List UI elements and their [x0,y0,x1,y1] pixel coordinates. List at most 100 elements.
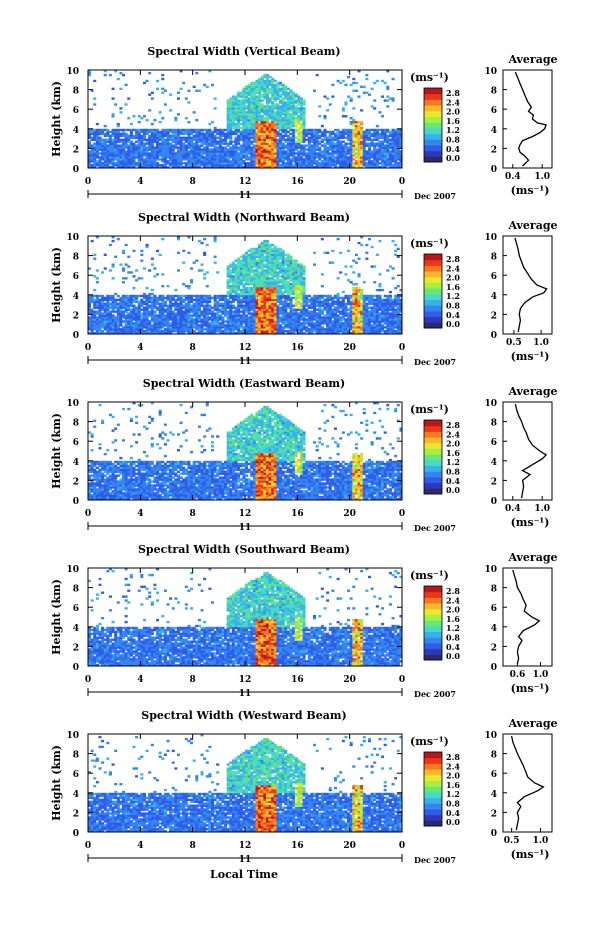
colorbar: 2.82.42.01.61.20.80.40.0 [423,751,460,827]
colorbar-tick-label: 0.4 [446,310,460,320]
avg-y-tick-label: 8 [491,419,497,429]
average-profile: Average 0 2 4 6 8 10 0.4 1.0 (ms⁻¹) [484,53,557,197]
colorbar-tick-label: 2.8 [446,254,460,264]
colorbar-tick-label: 1.6 [446,614,460,624]
colorbar-tick-label: 2.8 [446,420,460,430]
avg-y-tick-label: 10 [484,67,497,77]
colorbar-tick-label: 1.2 [446,789,460,799]
colorbar-swatch [424,139,442,146]
colorbar-swatch [424,144,442,152]
average-profile-line [512,569,541,665]
colorbar: 2.82.42.01.61.20.80.40.0 [423,253,460,329]
colorbar-tick-label: 2.0 [446,439,460,449]
colorbar-swatch [424,614,442,621]
colorbar-swatch [424,769,442,776]
x-tick-label: 0 [399,509,405,519]
colorbar-swatch [424,93,442,100]
average-title: Average [507,53,557,66]
heatmap-field [88,70,403,169]
x-tick-label: 0 [399,343,405,353]
y-tick-label: 10 [66,565,79,575]
colorbar-tick-label: 2.8 [446,88,460,98]
colorbar-swatch [424,786,442,793]
avg-y-tick-label: 8 [491,585,497,595]
avg-y-tick-label: 8 [491,253,497,263]
panel-5: Spectral Width (Westward Beam)0246810Hei… [50,709,558,865]
y-tick-label: 6 [73,770,79,780]
x-tick-label: 20 [343,675,356,685]
y-tick-label: 6 [73,106,79,116]
panel-title: Spectral Width (Vertical Beam) [147,45,340,58]
colorbar-swatch [424,150,442,157]
colorbar-swatch [424,597,442,604]
colorbar-swatch [424,631,442,638]
unit-label: (ms⁻¹) [410,735,449,748]
colorbar-frame [423,585,443,661]
average-profile-line [510,735,545,831]
y-tick-label: 0 [73,663,79,673]
average-unit-label: (ms⁻¹) [511,848,550,861]
avg-x-tick-label: 1.0 [533,670,549,680]
unit-label: (ms⁻¹) [410,403,449,416]
x-tick-label: 0 [85,509,91,519]
colorbar-swatch [424,620,442,627]
y-tick-label: 0 [73,331,79,341]
x-tick-label: 16 [291,343,304,353]
colorbar-swatch [424,299,442,306]
colorbar-tick-label: 1.6 [446,116,460,126]
colorbar-swatch [424,431,442,438]
colorbar-tick-label: 0.0 [446,153,460,163]
colorbar-swatch [424,305,442,312]
x-tick-label: 12 [239,841,252,851]
average-title: Average [507,385,557,398]
y-tick-label: 0 [73,497,79,507]
colorbar-swatch [424,757,442,764]
colorbar-tick-label: 2.0 [446,273,460,283]
x-tick-label: 20 [343,343,356,353]
colorbar-swatch [424,803,442,810]
x-tick-label: 0 [399,675,405,685]
avg-y-tick-label: 4 [491,624,497,634]
x-tick-label: 0 [85,343,91,353]
avg-y-tick-label: 0 [491,829,497,839]
colorbar-tick-label: 2.4 [446,263,460,273]
avg-y-tick-label: 4 [491,790,497,800]
colorbar-tick-label: 2.4 [446,97,460,107]
colorbar-tick-label: 0.8 [446,799,460,809]
y-tick-label: 4 [73,790,79,800]
x-tick-label: 8 [190,343,196,353]
x-tick-label: 16 [291,675,304,685]
colorbar-swatch [424,254,442,261]
avg-y-tick-label: 2 [491,643,497,653]
avg-y-tick-label: 4 [491,458,497,468]
colorbar-swatch [424,420,442,427]
avg-y-tick-label: 10 [484,233,497,243]
colorbar-swatch [424,322,442,329]
colorbar-swatch [424,110,442,117]
x-tick-label: 20 [343,841,356,851]
avg-x-tick-label: 0.4 [505,504,521,514]
y-axis-label: Height (km) [50,579,63,655]
date-label: Dec 2007 [414,689,456,699]
colorbar-tick-label: 1.6 [446,282,460,292]
colorbar-tick-label: 1.6 [446,780,460,790]
colorbar-swatch [424,625,442,633]
unit-label: (ms⁻¹) [410,237,449,250]
colorbar-tick-label: 2.8 [446,752,460,762]
colorbar-tick-label: 1.2 [446,457,460,467]
colorbar-tick-label: 2.4 [446,595,460,605]
colorbar-tick-label: 0.4 [446,808,460,818]
colorbar-swatch [424,648,442,655]
x-tick-label: 20 [343,509,356,519]
colorbar-swatch [424,608,442,615]
avg-y-tick-label: 8 [491,87,497,97]
colorbar-swatch [424,265,442,272]
colorbar-tick-label: 0.4 [446,476,460,486]
avg-y-tick-label: 10 [484,399,497,409]
colorbar-tick-label: 2.4 [446,429,460,439]
colorbar-frame [423,87,443,163]
avg-y-tick-label: 0 [491,497,497,507]
colorbar: 2.82.42.01.61.20.80.40.0 [423,585,460,661]
x-tick-label: 12 [239,177,252,187]
day-label: 11 [239,357,252,367]
